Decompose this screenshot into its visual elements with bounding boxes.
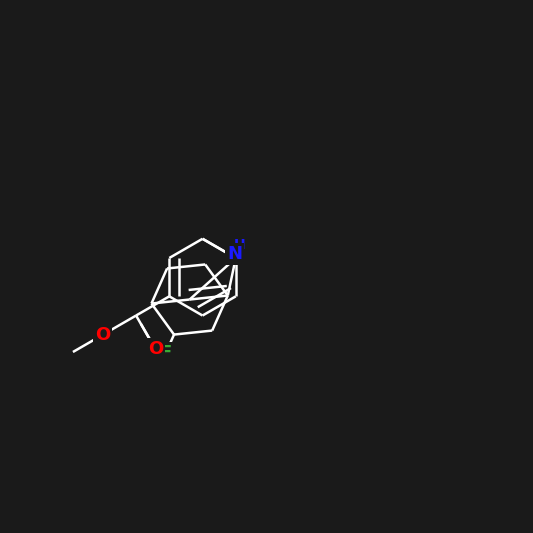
Text: H: H	[233, 238, 245, 252]
Text: F: F	[160, 344, 172, 362]
Text: O: O	[148, 340, 163, 358]
Text: O: O	[95, 326, 110, 344]
Text: N: N	[227, 245, 242, 263]
